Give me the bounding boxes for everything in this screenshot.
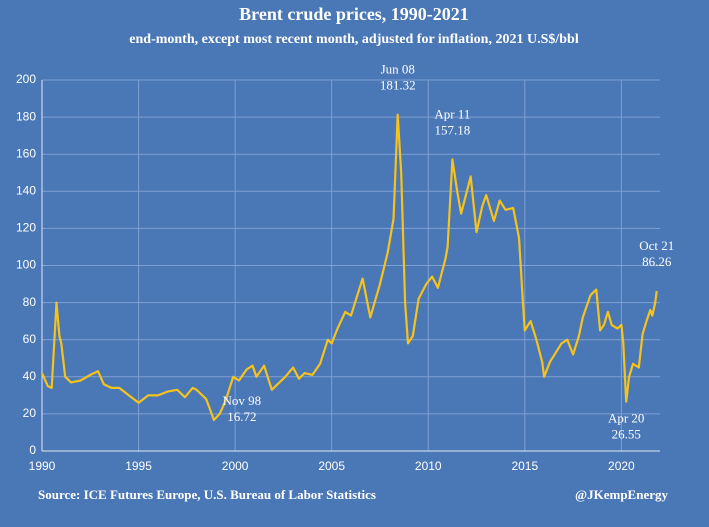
y-tick-label: 60 <box>23 332 37 346</box>
annotation-label: Oct 21 <box>639 238 674 253</box>
annotation-value: 16.72 <box>227 409 256 424</box>
annotation-label: Apr 20 <box>608 411 644 426</box>
chart-subtitle: end-month, except most recent month, adj… <box>129 32 579 47</box>
x-tick-label: 1995 <box>125 459 152 473</box>
y-tick-label: 180 <box>16 109 36 123</box>
x-tick-label: 1990 <box>29 459 56 473</box>
annotation-label: Apr 11 <box>434 106 470 121</box>
y-tick-label: 140 <box>16 183 36 197</box>
y-tick-label: 120 <box>16 221 36 235</box>
y-tick-label: 20 <box>23 406 37 420</box>
x-tick-label: 2015 <box>511 459 538 473</box>
y-tick-label: 200 <box>16 72 36 86</box>
source: Source: ICE Futures Europe, U.S. Bureau … <box>38 487 376 502</box>
annotation-value: 86.26 <box>642 254 672 269</box>
x-tick-label: 2000 <box>222 459 249 473</box>
y-tick-label: 80 <box>23 295 37 309</box>
y-tick-label: 160 <box>16 146 36 160</box>
x-tick-label: 2010 <box>415 459 442 473</box>
chart-title: Brent crude prices, 1990-2021 <box>239 4 469 24</box>
credit: @JKempEnergy <box>575 487 668 502</box>
y-tick-label: 40 <box>23 369 37 383</box>
annotation-label: Jun 08 <box>381 62 415 77</box>
price-line <box>40 113 658 422</box>
annotation-value: 26.55 <box>612 427 641 442</box>
y-tick-label: 100 <box>16 258 36 272</box>
y-tick-label: 0 <box>29 443 36 457</box>
annotation-value: 157.18 <box>435 122 471 137</box>
annotation-label: Nov 98 <box>223 393 262 408</box>
x-tick-label: 2005 <box>318 459 345 473</box>
x-tick-label: 2020 <box>608 459 635 473</box>
annotation-value: 181.32 <box>380 78 416 93</box>
